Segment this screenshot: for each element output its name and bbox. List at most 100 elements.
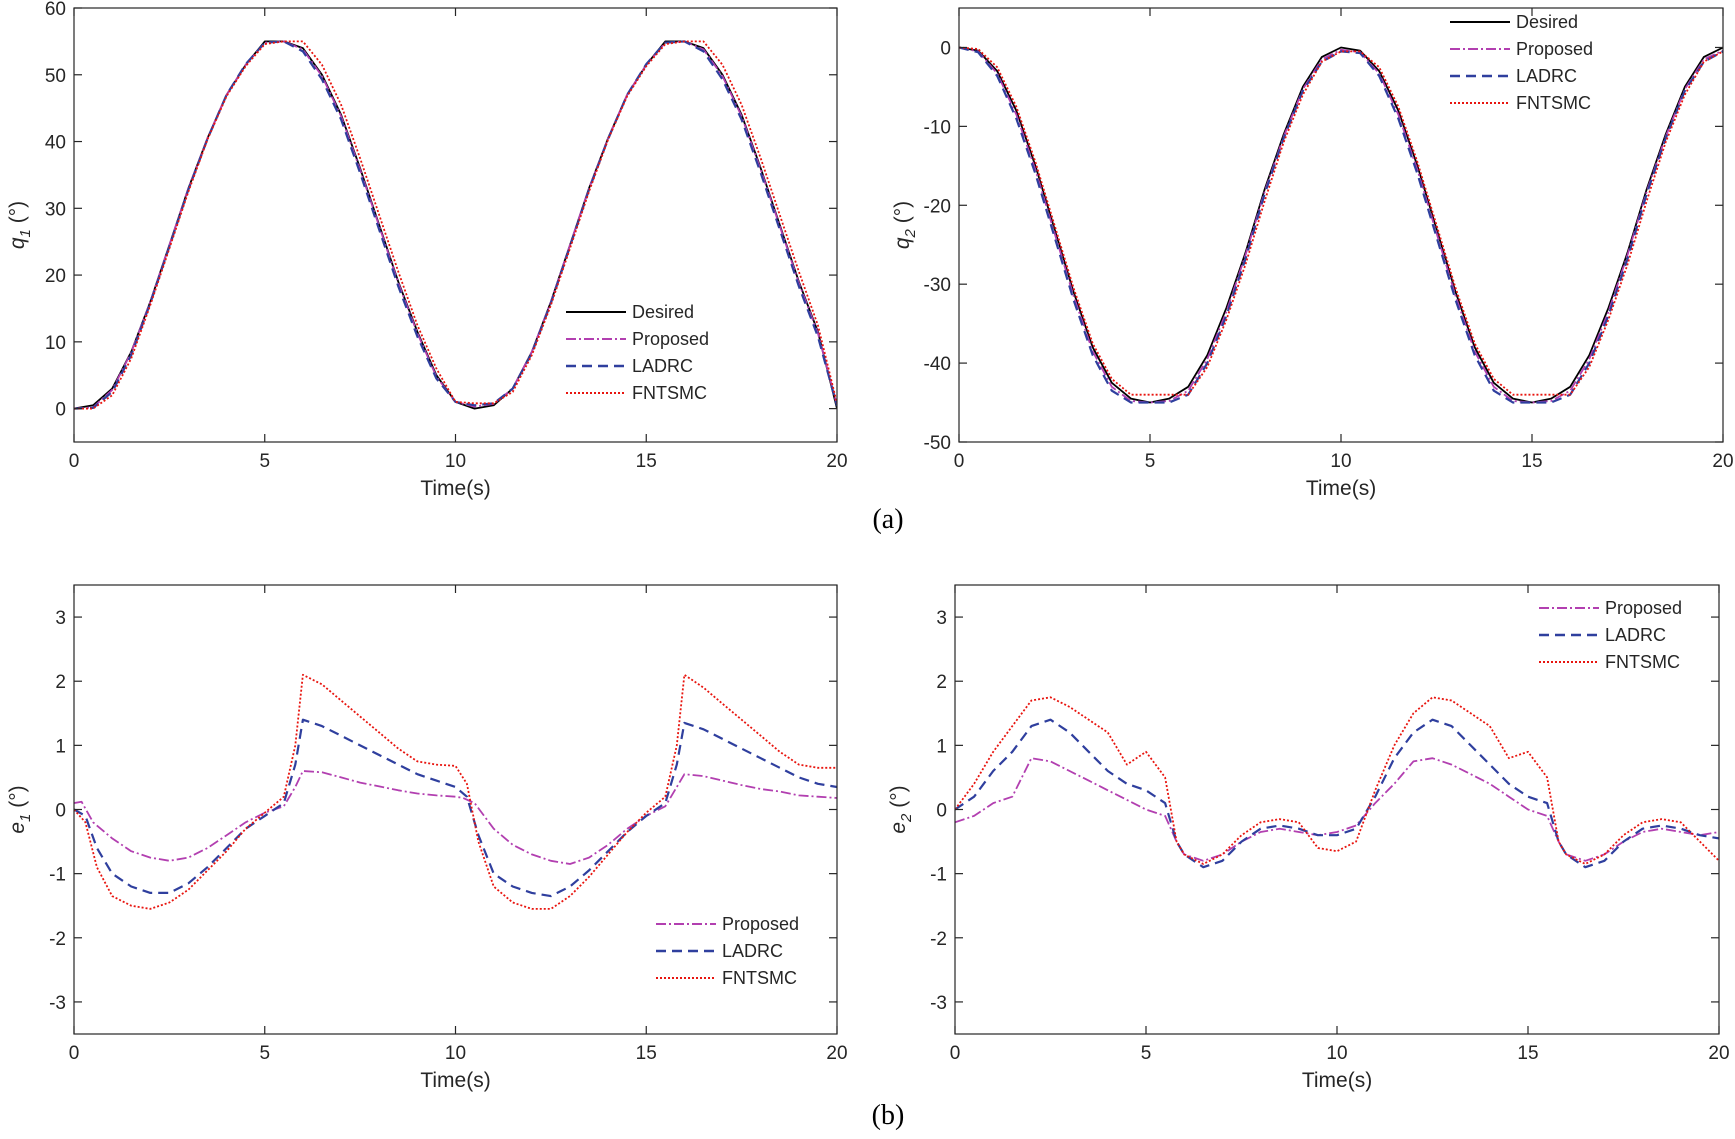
plot-area	[74, 8, 837, 442]
y-axis-label: e1 (°)	[6, 785, 34, 833]
y-tick-label: -10	[924, 117, 951, 138]
x-tick-label: 15	[636, 451, 657, 472]
legend-label-ladrc: LADRC	[1516, 66, 1577, 86]
legend: Proposed LADRC FNTSMC	[1539, 598, 1682, 672]
y-tick-label: 60	[45, 0, 66, 20]
legend-label-ladrc: LADRC	[632, 356, 693, 376]
y-tick-label: 1	[936, 736, 947, 757]
series-line-fntsmc	[955, 696, 1719, 865]
caption-b: (b)	[872, 1100, 905, 1131]
plot-area	[959, 8, 1723, 442]
legend-label-fntsmc: FNTSMC	[1605, 652, 1680, 672]
series-line-fntsmc	[959, 46, 1723, 396]
series-line-proposed	[959, 46, 1723, 404]
x-tick-label: 10	[445, 451, 466, 472]
y-tick-label: 0	[55, 400, 66, 421]
y-axis-label: q2 (°)	[891, 201, 919, 249]
y-axis-label-unit: (°)	[887, 785, 910, 813]
y-tick-label: 0	[55, 801, 66, 822]
y-tick-label: 20	[45, 266, 66, 287]
series-line-fntsmc	[74, 673, 837, 910]
y-tick-label: 2	[936, 672, 947, 693]
series-line-proposed	[74, 770, 837, 865]
y-axis-label-subscript: 1	[17, 229, 34, 237]
x-tick-label: 0	[954, 451, 965, 472]
x-tick-label: 20	[826, 451, 847, 472]
x-tick-label: 20	[826, 1043, 847, 1064]
x-axis-label: Time(s)	[1306, 477, 1376, 500]
y-axis-label-symbol: e	[6, 822, 29, 834]
y-tick-label: -20	[924, 196, 951, 217]
y-tick-label: -3	[49, 993, 66, 1014]
y-tick-label: 0	[936, 801, 947, 822]
series-group	[959, 46, 1723, 404]
x-tick-label: 15	[636, 1043, 657, 1064]
series-group	[74, 673, 837, 910]
y-tick-label: 50	[45, 66, 66, 87]
y-axis-label-subscript: 2	[902, 228, 919, 238]
x-tick-label: 20	[1712, 451, 1733, 472]
y-axis-label-unit: (°)	[6, 201, 29, 229]
x-tick-label: 5	[259, 1043, 270, 1064]
y-tick-label: -1	[930, 865, 947, 886]
y-axis-label-unit: (°)	[891, 201, 914, 229]
legend-label-ladrc: LADRC	[722, 941, 783, 961]
y-axis-label-unit: (°)	[6, 785, 29, 813]
y-axis-label-symbol: q	[6, 237, 29, 249]
y-axis-label-symbol: q	[891, 237, 914, 249]
chart-q1: 0 5 10 15 20 0 10 20 30 40 50 60 Time(s) q1 (°) Desire…	[6, 0, 848, 500]
y-axis-label: q1 (°)	[6, 201, 34, 249]
plot-area	[955, 585, 1719, 1034]
y-tick-label: 3	[936, 608, 947, 629]
legend-label-fntsmc: FNTSMC	[632, 383, 707, 403]
legend: Proposed LADRC FNTSMC	[656, 914, 799, 988]
series-line-ladrc	[74, 718, 837, 898]
x-axis-label: Time(s)	[1302, 1069, 1372, 1092]
y-tick-label: 0	[940, 38, 951, 59]
x-tick-label: 5	[1145, 451, 1156, 472]
legend-label-fntsmc: FNTSMC	[1516, 93, 1591, 113]
legend-label-proposed: Proposed	[1516, 39, 1593, 59]
legend-label-proposed: Proposed	[722, 914, 799, 934]
x-axis-label: Time(s)	[420, 1069, 490, 1092]
legend-label-ladrc: LADRC	[1605, 625, 1666, 645]
x-tick-label: 10	[1326, 1043, 1347, 1064]
caption-a: (a)	[872, 504, 903, 535]
x-tick-label: 10	[1330, 451, 1351, 472]
y-tick-label: -2	[49, 929, 66, 950]
y-tick-label: -3	[930, 993, 947, 1014]
legend-label-fntsmc: FNTSMC	[722, 968, 797, 988]
y-axis-label-symbol: e	[887, 822, 910, 834]
x-tick-label: 0	[69, 451, 80, 472]
y-tick-label: -1	[49, 865, 66, 886]
series-line-proposed	[955, 757, 1719, 862]
y-tick-label: -40	[924, 354, 951, 375]
series-line-ladrc	[959, 46, 1723, 404]
y-tick-label: 30	[45, 199, 66, 220]
x-tick-label: 15	[1521, 451, 1542, 472]
series-line-ladrc	[955, 718, 1719, 869]
y-tick-label: 1	[55, 736, 66, 757]
y-axis-label-subscript: 1	[17, 814, 34, 822]
series-group	[955, 696, 1719, 869]
legend-label-desired: Desired	[632, 302, 694, 322]
series-group	[74, 40, 837, 410]
y-tick-label: 3	[55, 608, 66, 629]
y-tick-label: -2	[930, 929, 947, 950]
x-tick-label: 20	[1708, 1043, 1729, 1064]
legend-label-proposed: Proposed	[632, 329, 709, 349]
series-line-desired	[959, 46, 1723, 404]
legend: Desired Proposed LADRC FNTSMC	[566, 302, 709, 403]
x-tick-label: 10	[445, 1043, 466, 1064]
x-axis-label: Time(s)	[420, 477, 490, 500]
y-tick-label: -50	[924, 433, 951, 454]
x-tick-label: 0	[69, 1043, 80, 1064]
y-axis-label: e2 (°)	[887, 785, 915, 833]
x-tick-label: 5	[1141, 1043, 1152, 1064]
series-line-ladrc	[74, 40, 837, 410]
x-tick-label: 15	[1517, 1043, 1538, 1064]
series-line-fntsmc	[74, 40, 837, 410]
y-axis-label-subscript: 2	[898, 813, 915, 823]
